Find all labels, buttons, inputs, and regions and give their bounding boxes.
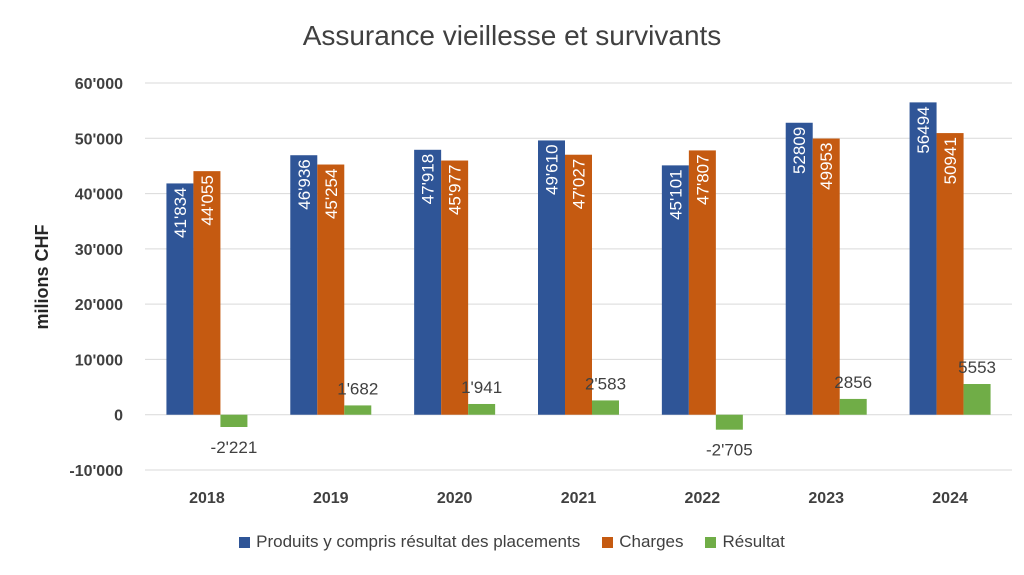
legend-item: Produits y compris résultat des placemen…: [239, 532, 580, 552]
chart-title: Assurance vieillesse et survivants: [302, 20, 722, 51]
bar: [715, 414, 743, 430]
data-label: -2'221: [211, 438, 258, 457]
y-tick-label: 50'000: [75, 131, 123, 148]
data-label: 5553: [958, 358, 996, 377]
data-label: 2'583: [585, 374, 626, 393]
bar: [290, 155, 318, 415]
bar: [565, 154, 592, 415]
x-tick-label: 2022: [685, 490, 721, 507]
x-tick-label: 2024: [932, 490, 968, 507]
bar: [936, 133, 964, 415]
y-tick-label: 20'000: [75, 297, 123, 314]
legend-label: Produits y compris résultat des placemen…: [256, 532, 581, 551]
bar: [317, 164, 345, 415]
y-axis-label: milions CHF: [32, 224, 52, 329]
bar: [661, 165, 689, 415]
data-label: 45'977: [446, 165, 465, 216]
data-label: 56494: [914, 106, 933, 153]
legend: Produits y compris résultat des placemen…: [0, 532, 1024, 552]
bar: [220, 414, 248, 427]
y-tick-label: 0: [114, 408, 123, 425]
x-tick-label: 2021: [561, 490, 597, 507]
bar: [414, 149, 442, 415]
legend-swatch: [239, 536, 251, 548]
x-tick-label: 2020: [437, 490, 473, 507]
bar: [468, 403, 496, 415]
data-label: 1'941: [461, 378, 502, 397]
data-label: 41'834: [171, 187, 190, 238]
bar: [344, 405, 372, 415]
data-label: -2'705: [706, 441, 753, 460]
data-label: 44'055: [198, 175, 217, 226]
y-tick-label: 60'000: [75, 76, 123, 93]
data-label: 47'807: [693, 154, 712, 205]
y-tick-label: 30'000: [75, 242, 123, 259]
data-label: 1'682: [337, 379, 378, 398]
legend-label: Charges: [619, 532, 684, 551]
y-tick-label: 10'000: [75, 352, 123, 369]
bar: [785, 122, 813, 415]
legend-item: Charges: [602, 532, 683, 552]
data-label: 52809: [790, 127, 809, 174]
bar: [592, 400, 619, 415]
data-label: 47'918: [419, 154, 438, 205]
legend-item: Résultat: [705, 532, 785, 552]
x-tick-label: 2019: [313, 490, 349, 507]
bar: [839, 398, 867, 415]
data-label: 49953: [817, 143, 836, 190]
data-label: 45'254: [322, 169, 341, 220]
legend-label: Résultat: [722, 532, 785, 551]
bar: [963, 384, 991, 415]
data-label: 2856: [834, 373, 872, 392]
bar: [812, 138, 840, 415]
data-label: 50941: [941, 137, 960, 184]
bar: [688, 150, 716, 415]
bar: [909, 102, 937, 415]
y-tick-label: 40'000: [75, 187, 123, 204]
data-label: 49'610: [543, 144, 562, 195]
bar: [166, 183, 194, 415]
y-tick-label: -10'000: [69, 463, 123, 480]
data-label: 45'101: [666, 169, 685, 220]
bar: [441, 160, 469, 415]
legend-swatch: [602, 536, 614, 548]
legend-swatch: [705, 536, 717, 548]
data-label: 47'027: [570, 159, 589, 210]
bar: [193, 171, 221, 415]
data-label: 46'936: [295, 159, 314, 210]
bar: [538, 140, 565, 415]
x-tick-label: 2023: [808, 490, 844, 507]
x-tick-label: 2018: [189, 490, 225, 507]
